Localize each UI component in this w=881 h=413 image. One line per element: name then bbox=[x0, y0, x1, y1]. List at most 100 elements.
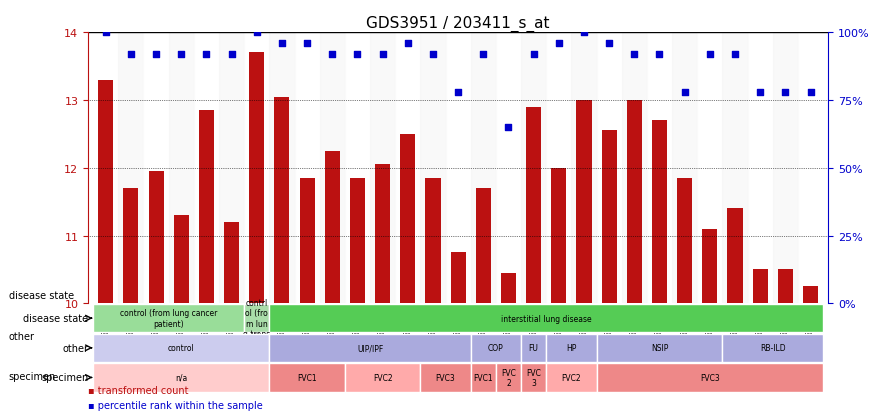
Point bbox=[728, 51, 742, 58]
Point bbox=[225, 51, 239, 58]
Point bbox=[753, 89, 767, 96]
Bar bbox=[375, 165, 390, 304]
Bar bbox=[647, 33, 672, 304]
Bar bbox=[144, 33, 168, 304]
Bar bbox=[626, 101, 642, 304]
Text: disease state: disease state bbox=[9, 290, 74, 300]
Point bbox=[174, 51, 189, 58]
Bar bbox=[294, 33, 320, 304]
Bar bbox=[123, 189, 138, 304]
Point bbox=[477, 51, 491, 58]
FancyBboxPatch shape bbox=[344, 363, 420, 392]
Bar bbox=[552, 169, 566, 304]
Bar bbox=[219, 33, 244, 304]
Point bbox=[602, 40, 616, 47]
Point bbox=[325, 51, 339, 58]
Bar bbox=[426, 178, 440, 304]
Bar bbox=[470, 33, 496, 304]
Text: COP: COP bbox=[488, 344, 504, 352]
Bar bbox=[370, 33, 396, 304]
Bar bbox=[446, 33, 470, 304]
Point bbox=[803, 89, 818, 96]
FancyBboxPatch shape bbox=[420, 363, 470, 392]
FancyBboxPatch shape bbox=[470, 363, 496, 392]
Text: contrl
ol (fro
m lun
g trans: contrl ol (fro m lun g trans bbox=[243, 298, 270, 338]
FancyBboxPatch shape bbox=[546, 334, 596, 362]
Point bbox=[99, 30, 113, 36]
FancyBboxPatch shape bbox=[596, 334, 722, 362]
Point bbox=[249, 30, 263, 36]
Text: FVC
2: FVC 2 bbox=[501, 368, 516, 387]
Bar bbox=[672, 33, 697, 304]
Bar bbox=[778, 270, 793, 304]
Text: FVC1: FVC1 bbox=[297, 373, 317, 382]
Point bbox=[401, 40, 415, 47]
Bar bbox=[194, 33, 219, 304]
Text: interstitial lung disease: interstitial lung disease bbox=[501, 314, 591, 323]
Bar bbox=[652, 121, 667, 304]
Bar bbox=[622, 33, 647, 304]
Bar bbox=[270, 33, 294, 304]
Bar bbox=[798, 33, 823, 304]
Bar bbox=[521, 33, 546, 304]
Text: other: other bbox=[9, 332, 35, 342]
Bar bbox=[400, 135, 415, 304]
Bar bbox=[728, 209, 743, 304]
FancyBboxPatch shape bbox=[93, 304, 244, 332]
Text: n/a: n/a bbox=[175, 373, 188, 382]
Bar bbox=[773, 33, 798, 304]
Text: FU: FU bbox=[529, 344, 538, 352]
Bar bbox=[249, 53, 264, 304]
FancyBboxPatch shape bbox=[270, 363, 344, 392]
Bar bbox=[174, 216, 189, 304]
Text: disease state: disease state bbox=[24, 313, 89, 323]
Text: FVC2: FVC2 bbox=[373, 373, 392, 382]
Bar bbox=[350, 178, 365, 304]
Bar bbox=[748, 33, 773, 304]
Text: FVC1: FVC1 bbox=[473, 373, 493, 382]
FancyBboxPatch shape bbox=[93, 363, 270, 392]
Point bbox=[426, 51, 440, 58]
Bar bbox=[476, 189, 491, 304]
Bar bbox=[702, 229, 717, 304]
Text: specimen: specimen bbox=[41, 373, 89, 382]
Bar bbox=[803, 287, 818, 304]
FancyBboxPatch shape bbox=[93, 334, 270, 362]
FancyBboxPatch shape bbox=[546, 363, 596, 392]
Point bbox=[653, 51, 667, 58]
Title: GDS3951 / 203411_s_at: GDS3951 / 203411_s_at bbox=[366, 16, 550, 32]
Text: ▪ transformed count: ▪ transformed count bbox=[88, 385, 189, 395]
Bar bbox=[546, 33, 572, 304]
FancyBboxPatch shape bbox=[270, 304, 823, 332]
Text: UIP/IPF: UIP/IPF bbox=[357, 344, 383, 352]
Bar bbox=[93, 33, 118, 304]
Text: ▪ percentile rank within the sample: ▪ percentile rank within the sample bbox=[88, 400, 263, 410]
Point bbox=[300, 40, 315, 47]
FancyBboxPatch shape bbox=[521, 363, 546, 392]
Bar bbox=[576, 101, 591, 304]
Text: specimen: specimen bbox=[9, 371, 56, 381]
Text: other: other bbox=[63, 343, 89, 353]
Bar bbox=[572, 33, 596, 304]
FancyBboxPatch shape bbox=[470, 334, 521, 362]
Bar bbox=[501, 273, 516, 304]
Point bbox=[501, 124, 515, 131]
Bar bbox=[752, 270, 767, 304]
Bar bbox=[149, 172, 164, 304]
Bar bbox=[244, 33, 270, 304]
Point bbox=[778, 89, 792, 96]
Bar bbox=[168, 33, 194, 304]
Text: NSIP: NSIP bbox=[651, 344, 668, 352]
Bar bbox=[602, 131, 617, 304]
FancyBboxPatch shape bbox=[244, 304, 270, 332]
Bar bbox=[496, 33, 521, 304]
Text: HP: HP bbox=[566, 344, 576, 352]
Text: control (from lung cancer
patient): control (from lung cancer patient) bbox=[120, 309, 218, 328]
Text: FVC3: FVC3 bbox=[700, 373, 720, 382]
Point bbox=[527, 51, 541, 58]
Point bbox=[627, 51, 641, 58]
Point bbox=[577, 30, 591, 36]
Point bbox=[552, 40, 566, 47]
Bar bbox=[98, 81, 114, 304]
Bar bbox=[224, 223, 239, 304]
